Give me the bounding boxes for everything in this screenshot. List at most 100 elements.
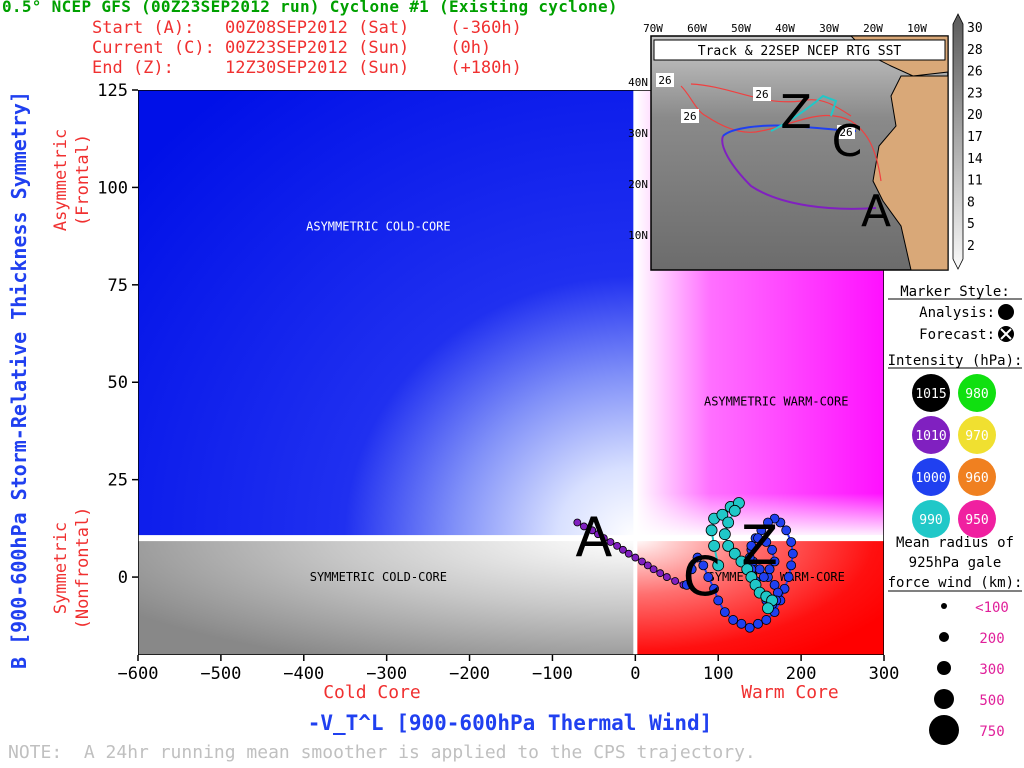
trajectory-point (606, 538, 615, 546)
trajectory-point (671, 577, 680, 585)
x-tick-label: 200 (786, 664, 817, 684)
intensity-value: 950 (965, 513, 988, 528)
end-time: End (Z): 12Z30SEP2012 (Sun) (+180h) (92, 58, 522, 78)
radius-value: <100 (975, 600, 1009, 616)
radius-title: Mean radius of (896, 535, 1014, 551)
trajectory-point (624, 549, 633, 558)
trajectory-point (681, 579, 692, 590)
intensity-value: 1000 (915, 471, 946, 486)
inset-y-tick: 10N (628, 229, 648, 242)
trajectory-point (599, 534, 608, 543)
trajectory-point (718, 528, 731, 541)
x-tick-label: −500 (200, 664, 241, 684)
b10-line (138, 535, 884, 542)
colorbar-label: 17 (967, 130, 983, 145)
x-tick-label: 300 (869, 664, 900, 684)
trajectory-point (767, 544, 777, 555)
intensity-value: 1015 (915, 387, 946, 402)
trajectory-point (728, 615, 739, 625)
trajectory-point (786, 537, 797, 547)
colorbar-label: 20 (967, 108, 983, 123)
chart-title: 0.5° NCEP GFS (00Z23SEP2012 run) Cyclone… (2, 0, 618, 16)
inset-y-tick: 40N (628, 76, 648, 89)
y-tick-label: 25 (108, 471, 128, 491)
analysis-label: Analysis: (919, 305, 995, 321)
trajectory-point (662, 573, 671, 581)
x-tick-label: 0 (630, 664, 640, 684)
intensity-value: 980 (965, 387, 988, 402)
intensity-swatch (912, 458, 950, 496)
intensity-swatch (958, 374, 996, 412)
intensity-title: Intensity (hPa): (888, 353, 1023, 369)
radius-swatch (937, 661, 951, 675)
trajectory-point (713, 595, 724, 606)
radius-value: 750 (979, 724, 1004, 740)
intensity-swatch (912, 416, 950, 454)
trajectory-point (786, 560, 797, 571)
inset-x-tick: 20W (863, 22, 883, 35)
track-line (721, 135, 877, 210)
y-tick-label: 100 (97, 178, 128, 198)
forecast-label: Forecast: (919, 327, 995, 343)
colorbar-label: 5 (967, 217, 975, 232)
radius-swatch (941, 603, 947, 609)
frontal-label: (Frontal) (73, 134, 93, 226)
current-time: Current (C): 00Z23SEP2012 (Sun) (0h) (92, 38, 492, 58)
nonfrontal-label: (Nonfrontal) (73, 507, 93, 630)
symmetric-label: Symmetric (51, 522, 71, 614)
inset-marker-A: A (861, 186, 891, 237)
trajectory-point (761, 615, 772, 625)
analysis-marker (998, 304, 1014, 320)
contour-label-bg (837, 125, 855, 139)
intensity-swatch (958, 500, 996, 538)
colorbar-label: 8 (967, 195, 975, 210)
inset-x-tick: 40W (775, 22, 795, 35)
intensity-value: 1010 (915, 429, 946, 444)
inset-marker-Z: Z (780, 85, 812, 139)
inset-x-tick: 30W (819, 22, 839, 35)
inset-x-tick: 70W (643, 22, 663, 35)
trajectory-point (781, 525, 792, 536)
trajectory-point (758, 572, 769, 582)
intensity-value: 970 (965, 429, 988, 444)
sym-cold-region (138, 538, 636, 655)
y-tick-label: 0 (118, 568, 128, 588)
radius-swatch (939, 632, 949, 642)
contour-label-bg (753, 87, 771, 101)
asymmetric-label: Asymmetric (51, 129, 71, 231)
x-tick-label: −300 (366, 664, 407, 684)
colorbar-label: 11 (967, 174, 983, 189)
inset-x-tick: 50W (731, 22, 751, 35)
trajectory-point (573, 518, 582, 527)
trajectory-point (705, 524, 718, 537)
trajectory-point (764, 564, 775, 575)
trajectory-point (769, 556, 780, 567)
inset-title-box (653, 39, 946, 61)
cold-core-label: Cold Core (323, 682, 421, 703)
x-tick-label: −600 (118, 664, 159, 684)
region-label: ASYMMETRIC WARM-CORE (704, 395, 849, 409)
intensity-value: 990 (919, 513, 942, 528)
trajectory-point (708, 539, 720, 552)
colorbar-label: 23 (967, 86, 983, 101)
y-tick-label: 125 (97, 81, 128, 101)
colorbar-label: 26 (967, 65, 983, 80)
intensity-swatch (958, 416, 996, 454)
trajectory-point (763, 517, 773, 528)
colorbar-label: 2 (967, 239, 975, 254)
trajectory-point (736, 618, 747, 629)
marker-style-title: Marker Style: (900, 284, 1010, 300)
trajectory-point (783, 572, 794, 582)
warm-core-label: Warm Core (741, 682, 839, 703)
trajectory-point (649, 565, 658, 574)
x-axis-label: -V_T^L [900-600hPa Thermal Wind] (308, 711, 713, 735)
inset-y-tick: 20N (628, 178, 648, 191)
trajectory-point (692, 552, 703, 563)
inset-x-tick: 10W (907, 22, 927, 35)
contour-label: 26 (658, 74, 671, 87)
trajectory-point (722, 516, 735, 529)
marker-end: Z (741, 514, 778, 577)
radius-value: 300 (979, 662, 1004, 678)
zero-line (633, 90, 638, 655)
intensity-value: 960 (965, 471, 988, 486)
